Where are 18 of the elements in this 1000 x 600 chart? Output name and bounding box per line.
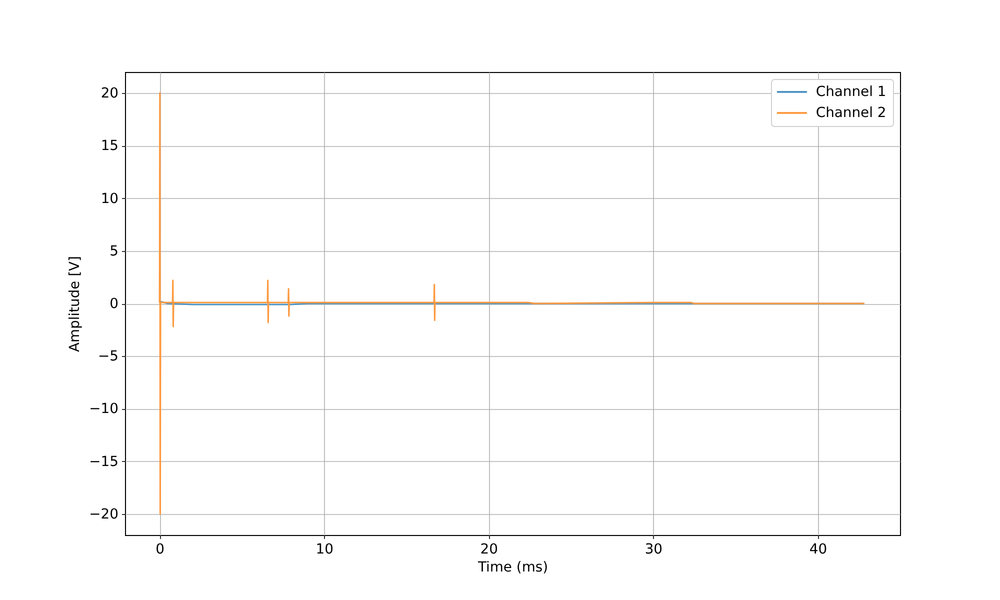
legend-label: Channel 2 bbox=[816, 104, 886, 121]
x-tick-label: 40 bbox=[809, 542, 828, 558]
y-axis-title: Amplitude [V] bbox=[67, 256, 84, 352]
legend-label: Channel 1 bbox=[816, 84, 886, 100]
x-tick-label: 30 bbox=[644, 542, 663, 558]
y-tick-label: −20 bbox=[89, 506, 118, 522]
y-tick-label: 20 bbox=[100, 86, 118, 102]
x-axis-title: Time (ms) bbox=[476, 559, 548, 576]
x-tick-label: 10 bbox=[316, 542, 334, 558]
y-tick-label: 10 bbox=[100, 190, 118, 207]
x-tick-label: 0 bbox=[156, 542, 164, 558]
y-tick-label: −10 bbox=[89, 401, 118, 418]
y-tick-label: 15 bbox=[100, 138, 118, 154]
y-tick-label: 5 bbox=[110, 243, 118, 260]
y-tick-label: −15 bbox=[89, 454, 118, 470]
x-tick-label: 20 bbox=[480, 542, 498, 558]
y-tick-label: −5 bbox=[98, 348, 118, 365]
y-tick-label: 0 bbox=[110, 296, 118, 312]
